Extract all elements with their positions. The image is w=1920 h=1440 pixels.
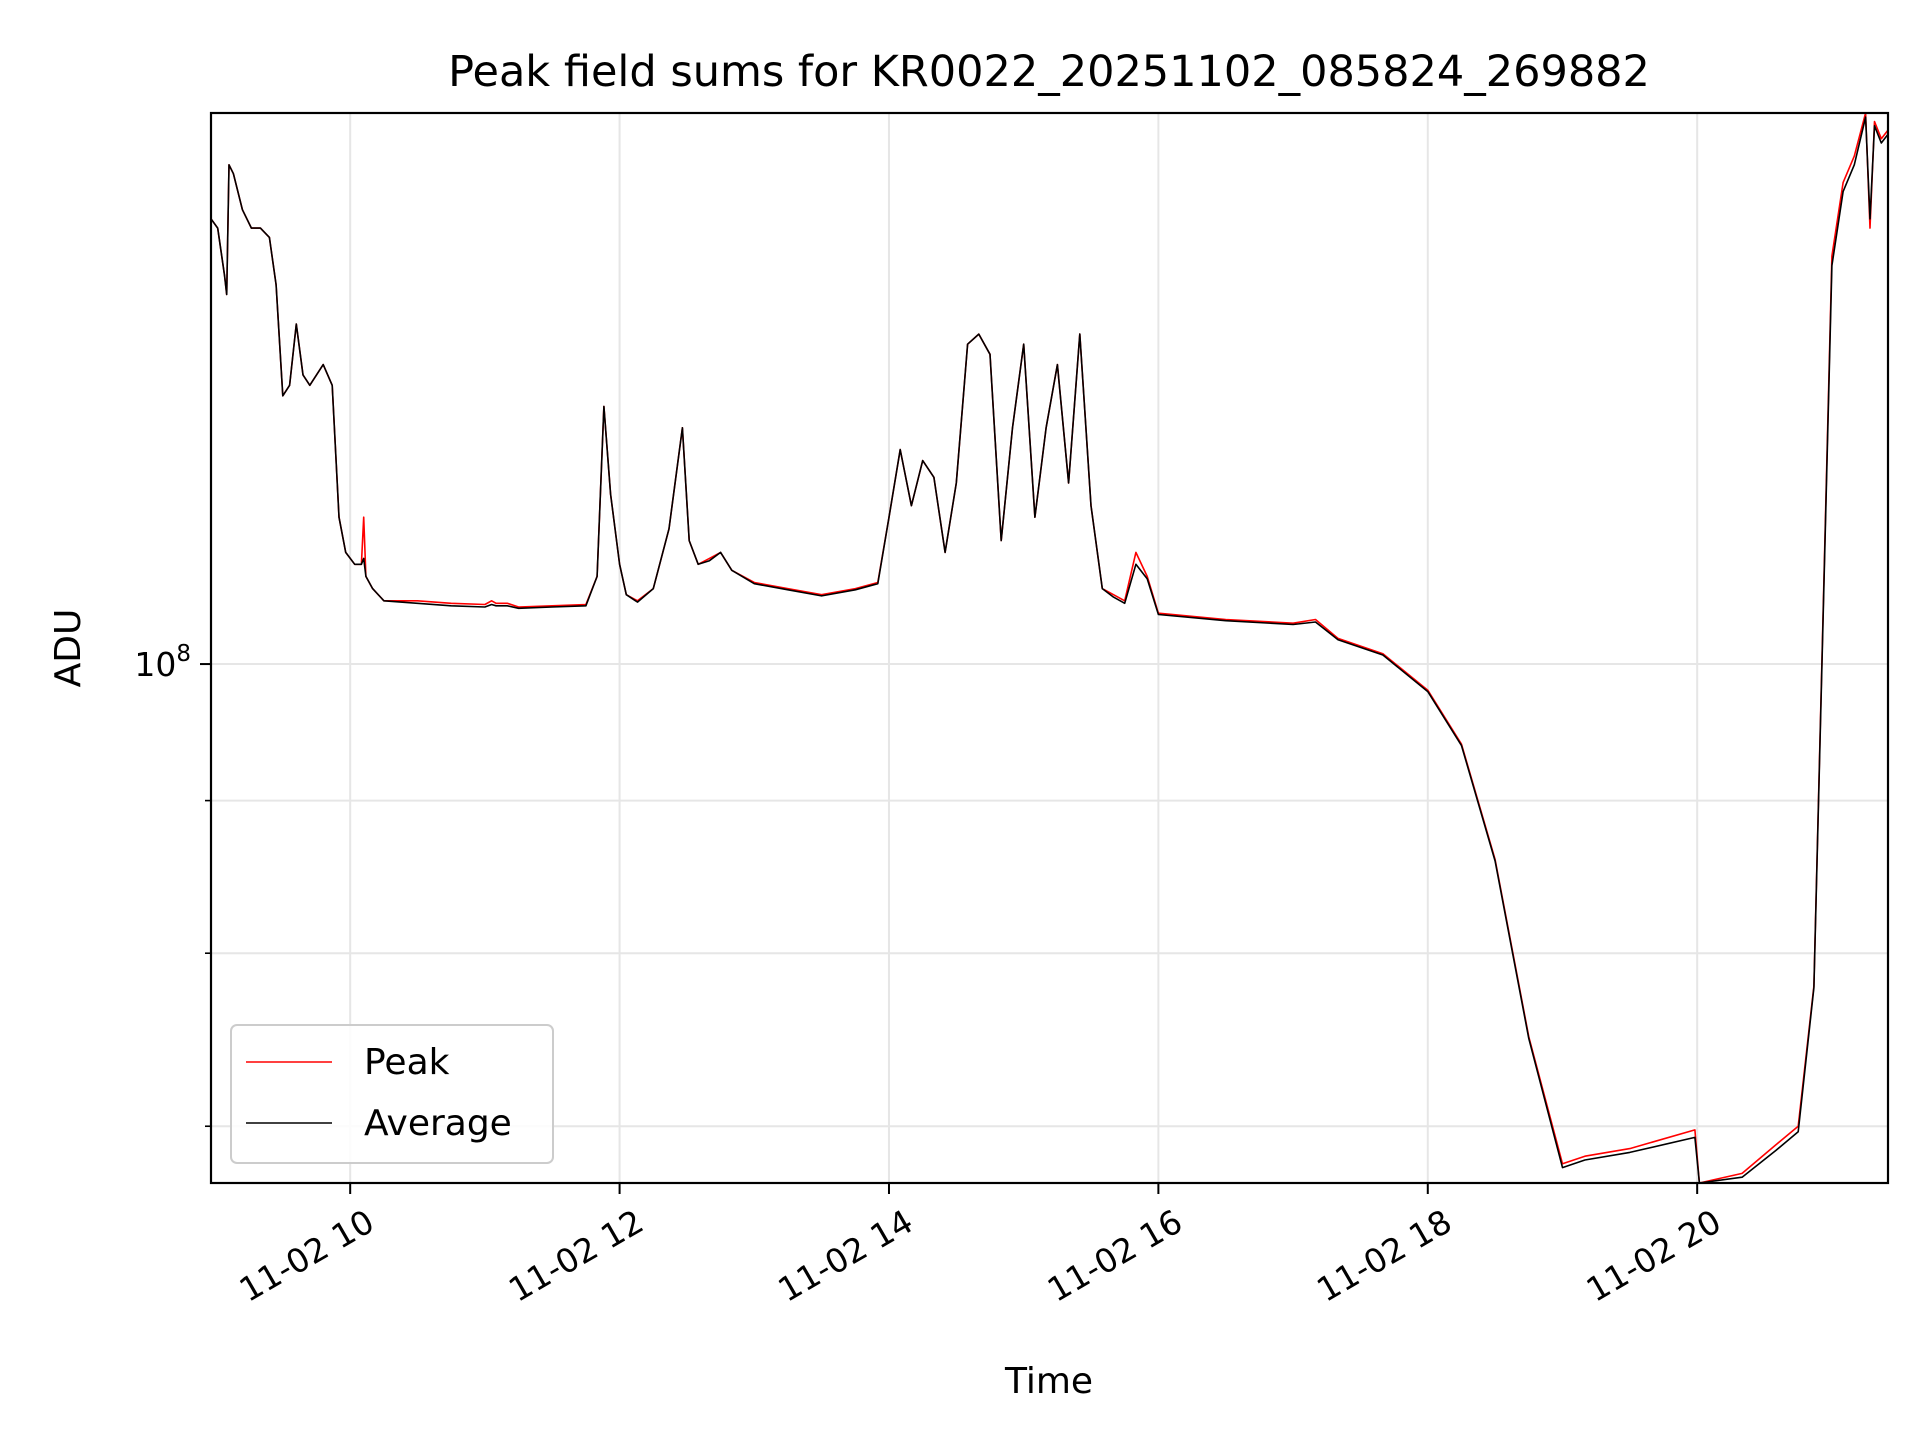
y-tick-label-base: 10 xyxy=(134,645,176,684)
legend: Peak Average xyxy=(230,1024,554,1164)
chart-title: Peak field sums for KR0022_20251102_0858… xyxy=(448,47,1650,97)
legend-label-average: Average xyxy=(364,1103,512,1144)
legend-box xyxy=(230,1024,554,1164)
series-layer xyxy=(210,112,1889,1184)
series-line-average xyxy=(210,116,1889,1184)
x-axis-label: Time xyxy=(1004,1361,1093,1402)
y-tick-label-exponent: 8 xyxy=(176,641,191,667)
legend-label-peak: Peak xyxy=(364,1042,450,1083)
grid xyxy=(211,113,1888,1183)
plot-frame xyxy=(209,111,1890,1185)
y-tick-label: 108 xyxy=(134,641,191,684)
y-axis-label: ADU xyxy=(48,609,89,688)
